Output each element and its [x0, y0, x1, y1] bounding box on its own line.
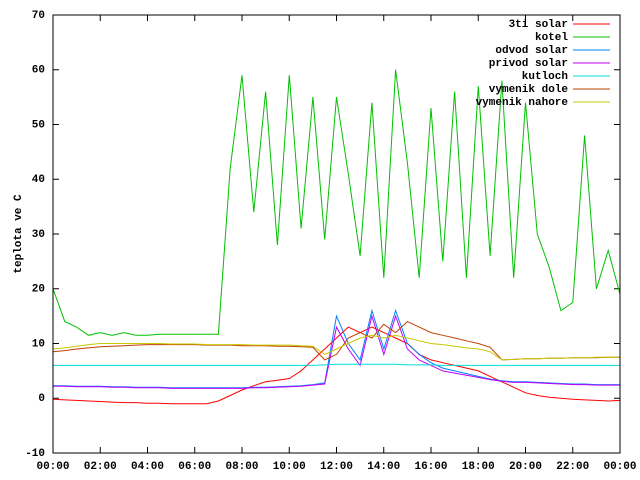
y-tick-label: 50: [32, 119, 45, 131]
x-tick-label: 18:00: [462, 461, 495, 473]
series-line: [52, 326, 621, 405]
x-tick-label: 14:00: [367, 461, 400, 473]
series-line: [52, 69, 621, 336]
legend-label: vymenik dole: [489, 84, 569, 96]
y-tick-label: 30: [32, 229, 45, 241]
y-tick-label: 0: [38, 393, 45, 405]
x-tick-label: 16:00: [414, 461, 447, 473]
x-tick-label: 06:00: [178, 461, 211, 473]
legend-label: odvod solar: [495, 45, 568, 57]
legend-label: 3ti solar: [509, 19, 568, 31]
plot-border: [52, 14, 621, 454]
y-tick-label: -10: [25, 448, 45, 460]
legend-label: vymenik nahore: [476, 97, 569, 109]
x-tick-label: 04:00: [131, 461, 164, 473]
y-tick-label: 10: [32, 338, 45, 350]
series-line: [53, 363, 620, 366]
legend-label: privod solar: [489, 58, 568, 70]
x-tick-label: 12:00: [320, 461, 353, 473]
series-line: [52, 334, 620, 361]
y-axis-label: teplota ve C: [13, 194, 25, 274]
x-tick-label: 08:00: [225, 461, 258, 473]
y-tick-label: 40: [32, 174, 45, 186]
y-tick-label: 70: [32, 10, 45, 22]
legend-label: kotel: [535, 32, 568, 44]
y-tick-label: 20: [32, 284, 45, 296]
series-line: [53, 314, 620, 389]
y-tick-label: 60: [32, 65, 45, 77]
x-tick-label: 00:00: [603, 461, 636, 473]
x-tick-label: 02:00: [84, 461, 117, 473]
x-tick-label: 20:00: [509, 461, 542, 473]
x-tick-label: 22:00: [556, 461, 589, 473]
legend-label: kutloch: [522, 71, 568, 83]
x-tick-label: 00:00: [36, 461, 69, 473]
x-tick-label: 10:00: [273, 461, 306, 473]
